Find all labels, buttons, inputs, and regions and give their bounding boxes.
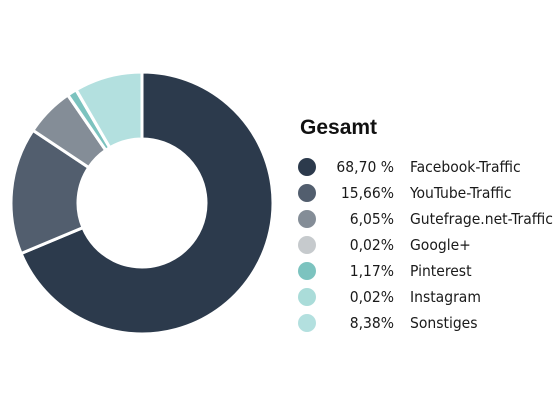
legend-label: Google+ (410, 235, 471, 254)
legend-swatch (298, 183, 316, 202)
legend-title: Gesamt (300, 116, 378, 139)
legend-item: 0,02% Google+ (298, 235, 553, 254)
legend-percent: 1,17% (349, 261, 394, 280)
legend-swatch (298, 261, 316, 280)
legend-swatch (298, 235, 316, 254)
legend-percent: 15,66% (340, 183, 394, 202)
legend-percent: 68,70 % (336, 157, 394, 176)
legend-item: 8,38% Sonstiges (298, 313, 553, 332)
legend-swatch (298, 313, 316, 332)
legend-label: Sonstiges (410, 313, 478, 332)
legend-percent: 0,02% (349, 235, 394, 254)
legend-label: Facebook-Traffic (410, 157, 521, 176)
legend-label: YouTube-Traffic (410, 183, 512, 202)
legend: 68,70 % Facebook-Traffic 15,66% YouTube-Tra… (298, 157, 553, 339)
legend-swatch (298, 287, 316, 306)
legend-percent: 0,02% (349, 287, 394, 306)
legend-label: Pinterest (410, 261, 472, 280)
legend-percent: 8,38% (349, 313, 394, 332)
slice-facebook-traffic (19, 70, 275, 336)
legend-swatch (298, 209, 316, 228)
legend-item: 0,02% Instagram (298, 287, 553, 306)
legend-label: Gutefrage.net-Traffic (410, 209, 553, 228)
slice-sonstiges (74, 70, 144, 150)
legend-item: 1,17% Pinterest (298, 261, 553, 280)
legend-item: 68,70 % Facebook-Traffic (298, 157, 553, 176)
legend-swatch (298, 157, 316, 176)
legend-percent: 6,05% (349, 209, 394, 228)
legend-item: 15,66% YouTube-Traffic (298, 183, 553, 202)
legend-item: 6,05% Gutefrage.net-Traffic (298, 209, 553, 228)
legend-label: Instagram (410, 287, 481, 306)
